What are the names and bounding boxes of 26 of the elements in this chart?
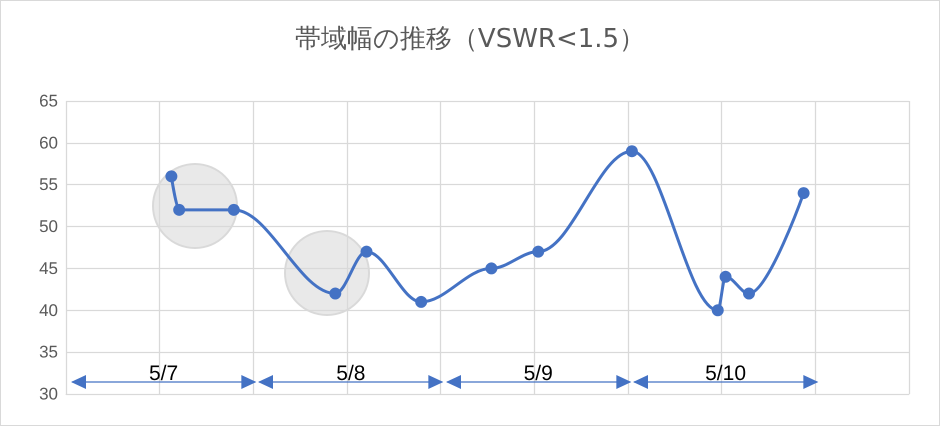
point bbox=[228, 204, 240, 216]
annotation: 5/9 bbox=[524, 362, 553, 386]
annotation: 5/8 bbox=[336, 362, 366, 386]
point bbox=[798, 187, 810, 200]
point bbox=[360, 246, 373, 258]
point bbox=[532, 246, 544, 258]
y-tick-label: 35 bbox=[39, 342, 58, 362]
point bbox=[626, 145, 638, 158]
y-tick-label: 50 bbox=[39, 217, 58, 236]
point bbox=[165, 170, 178, 182]
annotation: 5/7 bbox=[148, 362, 178, 386]
y-tick-label: 30 bbox=[39, 384, 58, 404]
point bbox=[720, 270, 732, 283]
point bbox=[173, 204, 186, 216]
y-tick-label: 65 bbox=[39, 92, 58, 110]
y-tick-label: 55 bbox=[39, 175, 58, 194]
point bbox=[485, 262, 498, 274]
point bbox=[712, 304, 724, 316]
point bbox=[329, 288, 342, 300]
y-tick-label: 45 bbox=[39, 258, 58, 278]
y-tick-label: 60 bbox=[39, 133, 58, 152]
point bbox=[743, 288, 755, 300]
annotation: 5/10 bbox=[705, 362, 746, 386]
point bbox=[415, 296, 428, 308]
y-tick-label: 40 bbox=[39, 300, 58, 320]
chart-title: 帯域幅の推移（VSWR<1.5） bbox=[294, 24, 646, 54]
